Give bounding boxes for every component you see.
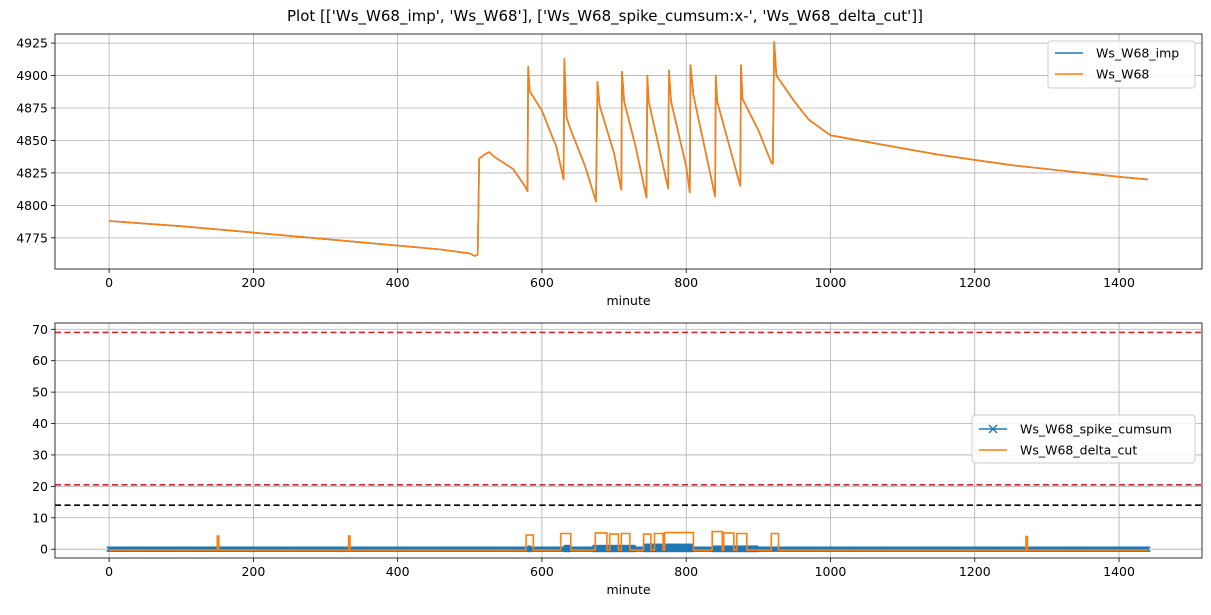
y-tick-label: 60 bbox=[32, 353, 48, 368]
bottom-axes: 0 200 400 600 800 1000 1200 1400 0 10 20 30 40 50 60 70… bbox=[32, 322, 1203, 597]
y-tick-label: 30 bbox=[32, 447, 48, 462]
x-tick-label: 1400 bbox=[1103, 564, 1135, 579]
top-axes: 0 200 400 600 800 1000 1200 1400 4775 4800 4825 485… bbox=[16, 33, 1203, 308]
x-tick-label: 400 bbox=[386, 275, 410, 290]
y-tick-label: 4775 bbox=[16, 230, 48, 245]
legend-label: Ws_W68 bbox=[1096, 67, 1149, 82]
y-tick-label: 4800 bbox=[16, 198, 48, 213]
y-tick-label: 4900 bbox=[16, 68, 48, 83]
y-tick-label: 20 bbox=[32, 479, 48, 494]
x-tick-label: 1200 bbox=[959, 275, 991, 290]
y-tick-label: 70 bbox=[32, 322, 48, 337]
axes-frame bbox=[54, 322, 1203, 559]
x-axis-label: minute bbox=[606, 293, 650, 308]
x-tick-label: 800 bbox=[674, 275, 698, 290]
y-tick-label: 50 bbox=[32, 385, 48, 400]
series-ws-w68-delta-cut bbox=[109, 530, 1148, 551]
figure-title: Plot [['Ws_W68_imp', 'Ws_W68'], ['Ws_W68… bbox=[287, 7, 923, 26]
series-line-ws-w68 bbox=[109, 41, 1148, 257]
legend: Ws_W68_imp Ws_W68 bbox=[1047, 40, 1196, 89]
grid bbox=[55, 34, 1202, 269]
y-tick-label: 4925 bbox=[16, 36, 48, 51]
legend-label: Ws_W68_imp bbox=[1096, 46, 1179, 61]
x-tick-label: 1000 bbox=[815, 564, 847, 579]
cumsum-dense-segment bbox=[563, 544, 571, 553]
x-tick-label: 600 bbox=[530, 275, 554, 290]
y-tick-label: 40 bbox=[32, 416, 48, 431]
legend-frame bbox=[971, 414, 1196, 464]
x-tick-label: 600 bbox=[530, 564, 554, 579]
legend-label: Ws_W68_delta_cut bbox=[1020, 443, 1137, 458]
cumsum-dense-segment bbox=[592, 544, 636, 553]
y-tick-label: 4825 bbox=[16, 165, 48, 180]
cumsum-dense-segment bbox=[711, 545, 759, 553]
y-tick-label: 4875 bbox=[16, 101, 48, 116]
x-tick-label: 200 bbox=[241, 275, 265, 290]
legend-frame bbox=[1047, 40, 1196, 89]
x-tick-label: 200 bbox=[241, 564, 265, 579]
cumsum-dense-segment bbox=[527, 545, 532, 553]
y-tick-label: 4850 bbox=[16, 133, 48, 148]
axes-frame bbox=[54, 33, 1203, 270]
x-tick-label: 1200 bbox=[959, 564, 991, 579]
series-line-ws-w68-imp bbox=[109, 41, 1148, 257]
x-tick-label: 0 bbox=[105, 564, 113, 579]
cumsum-dense-segment bbox=[642, 543, 694, 553]
legend-marker-x bbox=[988, 424, 998, 434]
y-tick-label: 0 bbox=[40, 542, 48, 557]
x-tick-label: 400 bbox=[386, 564, 410, 579]
x-tick-label: 0 bbox=[105, 275, 113, 290]
legend: Ws_W68_spike_cumsum Ws_W68_delta_cut bbox=[971, 414, 1196, 464]
legend-label: Ws_W68_spike_cumsum bbox=[1020, 422, 1172, 437]
x-tick-label: 800 bbox=[674, 564, 698, 579]
series-ws-w68-spike-cumsum bbox=[106, 543, 1151, 553]
x-tick-label: 1000 bbox=[815, 275, 847, 290]
y-tick-label: 10 bbox=[32, 510, 48, 525]
x-tick-label: 1400 bbox=[1103, 275, 1135, 290]
x-axis-label: minute bbox=[606, 582, 650, 597]
